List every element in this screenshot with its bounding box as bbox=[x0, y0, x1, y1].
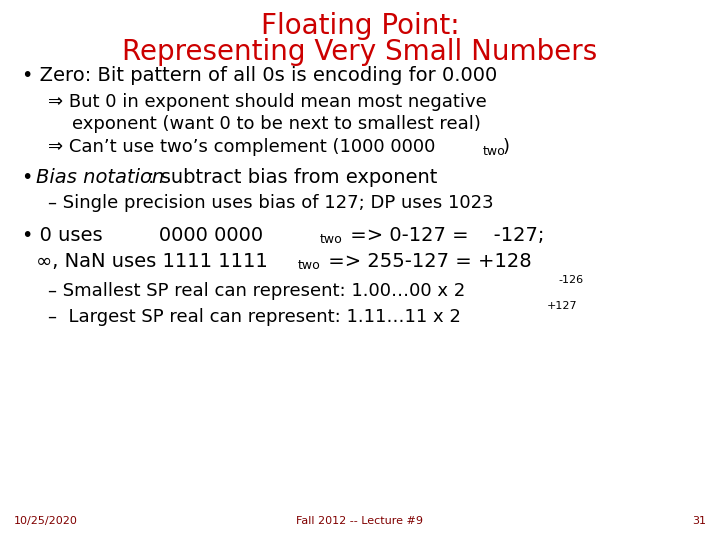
Text: –  Largest SP real can represent: 1.11…11 x 2: – Largest SP real can represent: 1.11…11… bbox=[48, 308, 461, 326]
Text: exponent (want 0 to be next to smallest real): exponent (want 0 to be next to smallest … bbox=[72, 115, 481, 133]
Text: => 0-127 =    -127;: => 0-127 = -127; bbox=[344, 226, 544, 245]
Text: two: two bbox=[320, 233, 343, 246]
Text: -126: -126 bbox=[558, 275, 583, 285]
Text: Floating Point:: Floating Point: bbox=[261, 12, 459, 40]
Text: +127: +127 bbox=[547, 301, 577, 311]
Text: two: two bbox=[483, 145, 505, 158]
Text: : subtract bias from exponent: : subtract bias from exponent bbox=[148, 168, 437, 187]
Text: ): ) bbox=[503, 138, 510, 156]
Text: – Single precision uses bias of 127; DP uses 1023: – Single precision uses bias of 127; DP … bbox=[48, 194, 494, 212]
Text: 10/25/2020: 10/25/2020 bbox=[14, 516, 78, 526]
Text: two: two bbox=[298, 259, 320, 272]
Text: ⇒ Can’t use two’s complement (1000 0000: ⇒ Can’t use two’s complement (1000 0000 bbox=[48, 138, 436, 156]
Text: Bias notation: Bias notation bbox=[36, 168, 164, 187]
Text: Fall 2012 -- Lecture #9: Fall 2012 -- Lecture #9 bbox=[297, 516, 423, 526]
Text: •: • bbox=[22, 168, 40, 187]
Text: Representing Very Small Numbers: Representing Very Small Numbers bbox=[122, 38, 598, 66]
Text: • Zero: Bit pattern of all 0s is encoding for 0.000: • Zero: Bit pattern of all 0s is encodin… bbox=[22, 66, 498, 85]
Text: ⇒ But 0 in exponent should mean most negative: ⇒ But 0 in exponent should mean most neg… bbox=[48, 93, 487, 111]
Text: => 255-127 = +128: => 255-127 = +128 bbox=[322, 252, 531, 271]
Text: – Smallest SP real can represent: 1.00…00 x 2: – Smallest SP real can represent: 1.00…0… bbox=[48, 282, 465, 300]
Text: 31: 31 bbox=[692, 516, 706, 526]
Text: • 0 uses         0000 0000: • 0 uses 0000 0000 bbox=[22, 226, 263, 245]
Text: ∞, NaN uses 1111 1111: ∞, NaN uses 1111 1111 bbox=[36, 252, 268, 271]
